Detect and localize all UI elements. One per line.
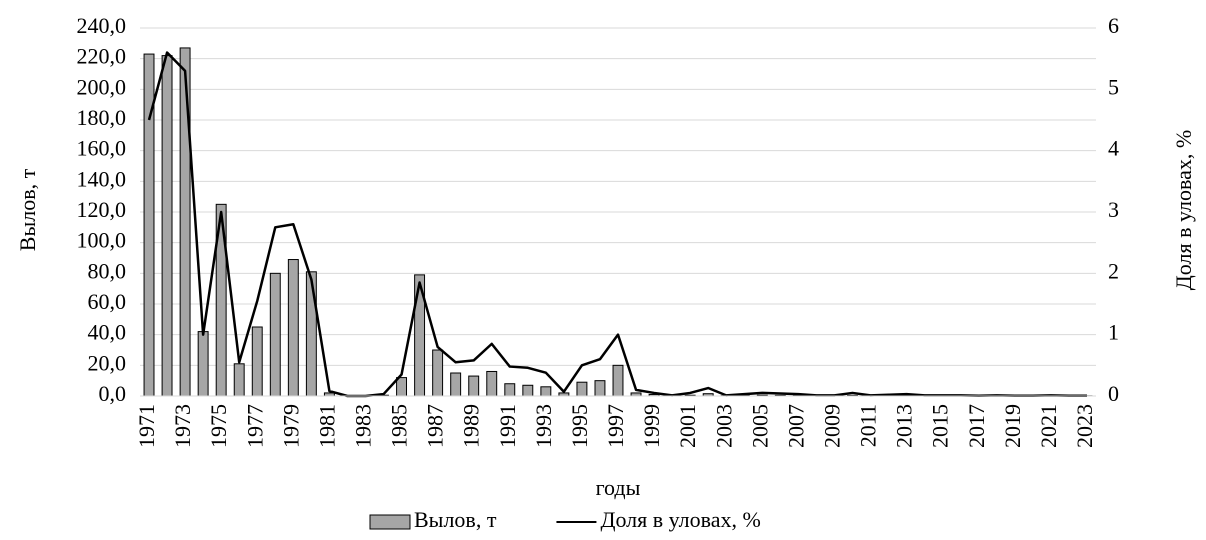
line [147,51,1087,398]
y-tick-label: 100,0 [77,228,127,253]
x-tick-label: 2007 [783,404,808,448]
x-axis-title: годы [596,475,641,500]
bar [197,331,209,397]
y-tick-label: 20,0 [88,350,127,375]
x-tick-label: 1989 [459,404,484,448]
y-tick-label: 80,0 [88,258,127,283]
x-tick-label: 1971 [134,404,159,448]
y2-tick-label: 3 [1108,197,1119,222]
x-tick-label: 2001 [675,404,700,448]
bar [486,370,498,397]
y-tick-label: 40,0 [88,320,127,345]
y-tick-label: 180,0 [77,105,127,130]
y-axis-title: Вылов, т [15,168,40,251]
x-tick-label: 1979 [278,404,303,448]
x-tick-label: 1977 [242,404,267,448]
y2-tick-label: 1 [1108,320,1119,345]
x-tick-label: 1997 [603,404,628,448]
y-tick-label: 60,0 [88,289,127,314]
x-tick-label: 2005 [747,404,772,448]
x-tick-label: 1993 [531,404,556,448]
bar [179,47,191,397]
y-tick-label: 140,0 [77,166,127,191]
x-tick-label: 2017 [964,404,989,448]
x-tick-label: 2021 [1036,404,1061,448]
legend-label: Доля в уловах, % [600,507,760,532]
bar [269,272,281,397]
y2-tick-label: 0 [1108,381,1119,406]
legend-swatch [369,514,411,530]
bar [287,259,299,397]
x-tick-label: 2011 [856,404,881,447]
x-tick-label: 1987 [423,404,448,448]
x-tick-label: 1981 [314,404,339,448]
bar [161,55,173,397]
x-tick-label: 2009 [819,404,844,448]
bar [576,381,588,397]
y2-axis-title: Доля в уловах, % [1171,130,1196,290]
bar [504,383,516,397]
x-tick-label: 1975 [206,404,231,448]
y-tick-label: 160,0 [77,136,127,161]
x-tick-label: 2013 [892,404,917,448]
bar [305,271,317,397]
y-tick-label: 120,0 [77,197,127,222]
x-tick-label: 2015 [928,404,953,448]
y2-tick-label: 5 [1108,74,1119,99]
y-tick-label: 200,0 [77,74,127,99]
bar [396,377,408,397]
bar [233,363,245,397]
y-tick-label: 220,0 [77,44,127,69]
x-tick-label: 1973 [170,404,195,448]
y-tick-label: 240,0 [77,13,127,38]
x-tick-label: 2023 [1072,404,1097,448]
y2-tick-label: 6 [1108,13,1119,38]
x-tick-label: 1995 [567,404,592,448]
y2-tick-label: 2 [1108,258,1119,283]
x-tick-label: 2019 [1000,404,1025,448]
bar [468,375,480,397]
x-tick-label: 1999 [639,404,664,448]
bar [251,326,263,397]
bar [522,384,534,397]
bar [450,372,462,397]
bar [612,364,624,397]
x-tick-label: 1991 [495,404,520,448]
x-tick-label: 2003 [711,404,736,448]
x-tick-label: 1985 [387,404,412,448]
y2-tick-label: 4 [1108,136,1119,161]
bar [432,349,444,397]
bar [540,386,552,397]
x-tick-label: 1983 [351,404,376,448]
legend-label: Вылов, т [414,507,497,532]
bar [594,380,606,397]
y-tick-label: 0,0 [99,381,127,406]
